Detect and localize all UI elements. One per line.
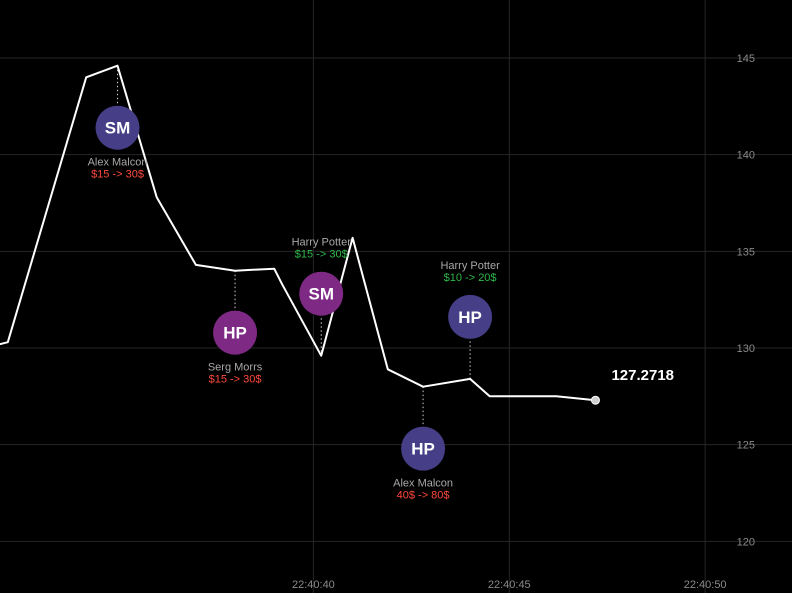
- x-tick-label: 22:40:50: [684, 579, 727, 591]
- last-price-point[interactable]: [590, 395, 600, 405]
- avatar-circle: [401, 426, 446, 471]
- trader-name: Harry Potter: [440, 260, 500, 272]
- avatar-initials: SM: [105, 119, 131, 138]
- trader-name: Harry Potter: [292, 237, 352, 249]
- y-tick-label: 135: [737, 246, 755, 258]
- y-tick-label: 125: [737, 440, 755, 452]
- y-axis-ticks: 120 125 130 135 140 145: [737, 53, 755, 548]
- trader-name: Alex Malcon: [393, 478, 453, 490]
- trade-marker: SM Harry Potter$15 -> 30$: [292, 237, 352, 316]
- avatar-initials: HP: [223, 324, 247, 343]
- avatar-initials: SM: [308, 285, 334, 304]
- y-tick-label: 120: [737, 536, 755, 548]
- avatar-initials: HP: [458, 308, 482, 327]
- trader-name: Alex Malcon: [88, 157, 148, 169]
- price-series-line: [0, 64, 597, 402]
- trade-amount: $15 -> 30$: [295, 249, 348, 261]
- trade-amount: $10 -> 20$: [444, 272, 497, 284]
- trade-amount: $15 -> 30$: [209, 374, 262, 386]
- x-tick-label: 22:40:45: [488, 579, 531, 591]
- avatar-initials: HP: [411, 440, 435, 459]
- y-tick-label: 145: [737, 53, 755, 65]
- trade-amount: 40$ -> 80$: [397, 490, 450, 502]
- y-tick-label: 140: [737, 150, 755, 162]
- avatar-circle: [299, 271, 344, 316]
- y-tick-label: 130: [737, 343, 755, 355]
- trade-amount: $15 -> 30$: [91, 169, 144, 181]
- x-tick-label: 22:40:40: [292, 579, 335, 591]
- last-price-label: 127.2718: [611, 367, 674, 384]
- marker-connectors: [117, 65, 471, 427]
- avatar-circle: [448, 294, 493, 339]
- avatar-circle: [213, 310, 258, 355]
- trade-marker: HP Harry Potter$10 -> 20$: [440, 260, 500, 339]
- avatar-circle: [95, 105, 140, 150]
- trade-marker: SM Alex Malcon$15 -> 30$: [88, 105, 148, 181]
- trader-name: Serg Morrs: [208, 362, 263, 374]
- trade-marker: HP Serg Morrs$15 -> 30$: [208, 310, 263, 386]
- x-axis-ticks: 22:40:40 22:40:45 22:40:50: [292, 579, 727, 591]
